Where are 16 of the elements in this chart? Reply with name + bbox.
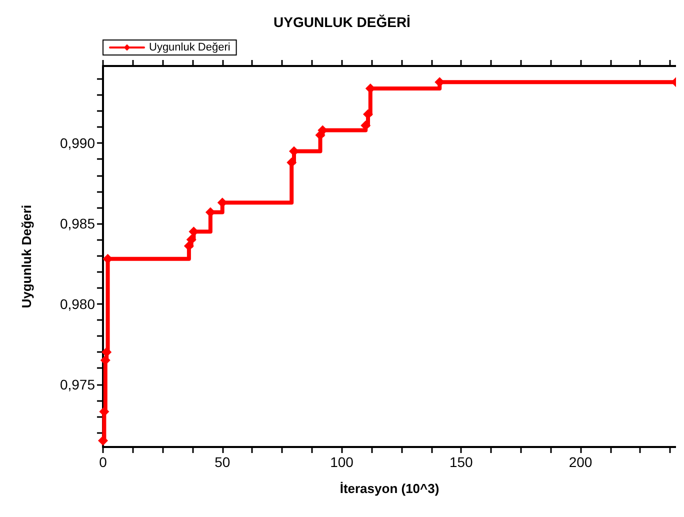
- point: [98, 436, 108, 446]
- x-tick-label: 150: [449, 454, 474, 470]
- x-tick-label: 0: [99, 454, 108, 470]
- x-tick-label: 100: [330, 454, 354, 470]
- x-tick-label: 200: [568, 454, 592, 470]
- chart-title: UYGUNLUK DEĞERİ: [274, 14, 410, 30]
- legend-label: Uygunluk Değeri: [149, 42, 230, 54]
- point: [286, 157, 297, 168]
- y-axis-title: Uygunluk Değeri: [19, 204, 34, 308]
- y-tick-label: 0,990: [60, 135, 96, 152]
- y-tick-label: 0,985: [60, 216, 96, 232]
- y-tick-label: 0,980: [60, 296, 96, 312]
- y-tick-label: 0,975: [60, 376, 96, 392]
- x-axis-title: İterasyon (10^3): [340, 481, 440, 496]
- x-tick-label: 50: [214, 454, 230, 470]
- point: [360, 120, 371, 130]
